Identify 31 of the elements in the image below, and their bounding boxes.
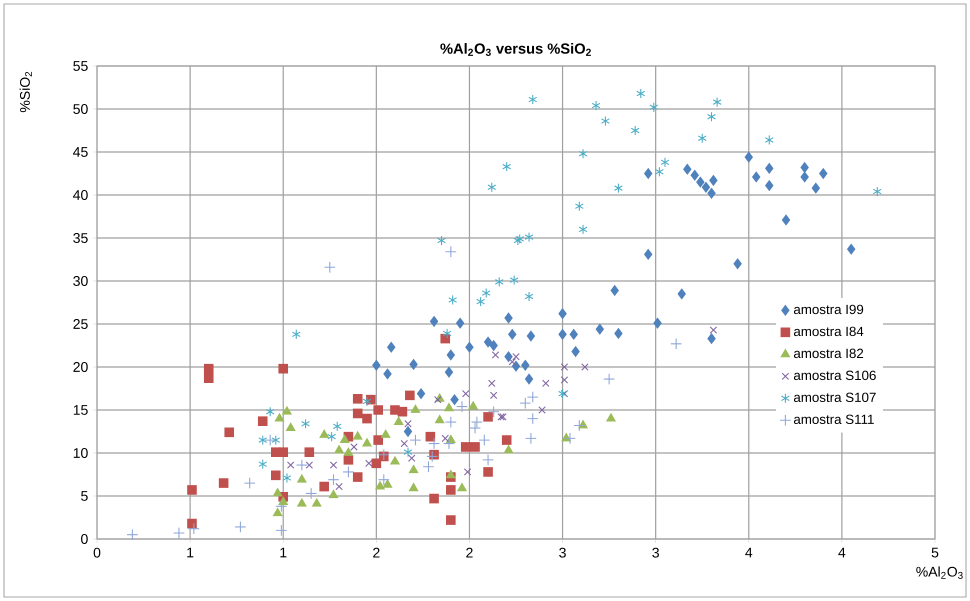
x-tick-label: 4 <box>838 548 846 558</box>
y-tick-label: 25 <box>73 319 88 329</box>
legend-label: amostra S107 <box>794 392 876 402</box>
y-tick-label: 55 <box>73 61 88 71</box>
x-tick-label: 5 <box>932 548 938 558</box>
y-tick-label: 15 <box>74 405 88 415</box>
y-tick-label: 20 <box>73 362 88 372</box>
legend-label: amostra S111 <box>794 414 874 424</box>
x-tick-label: 3 <box>559 548 566 558</box>
legend-label: amostra I84 <box>794 326 864 336</box>
y-tick-label: 0 <box>81 534 88 544</box>
y-tick-label: 10 <box>74 448 88 458</box>
legend-label: amostra S106 <box>794 370 876 380</box>
legend-label: amostra I99 <box>794 304 864 314</box>
x-tick-label: 1 <box>187 548 194 558</box>
y-tick-label: 5 <box>81 491 88 501</box>
y-tick-label: 45 <box>73 147 88 157</box>
x-tick-label: 4 <box>745 548 752 558</box>
y-tick-label: 30 <box>73 276 88 286</box>
legend-label: amostra I82 <box>794 348 864 358</box>
x-tick-label: 1 <box>280 548 286 558</box>
x-tick-label: 0 <box>94 548 100 558</box>
y-tick-label: 35 <box>73 233 88 243</box>
x-tick-label: 2 <box>373 548 380 558</box>
x-tick-label: 3 <box>652 548 659 558</box>
x-tick-label: 2 <box>466 548 473 558</box>
y-tick-label: 50 <box>73 104 88 114</box>
y-tick-label: 40 <box>73 190 88 200</box>
y-axis-title: %SiO$_{2}$ <box>20 72 32 112</box>
chart-title: %Al$_{2}$O$_{3}$ versus %SiO$_{2}$ <box>440 43 591 56</box>
x-axis-title: %Al$_{2}$O$_{3}$ <box>916 566 963 579</box>
